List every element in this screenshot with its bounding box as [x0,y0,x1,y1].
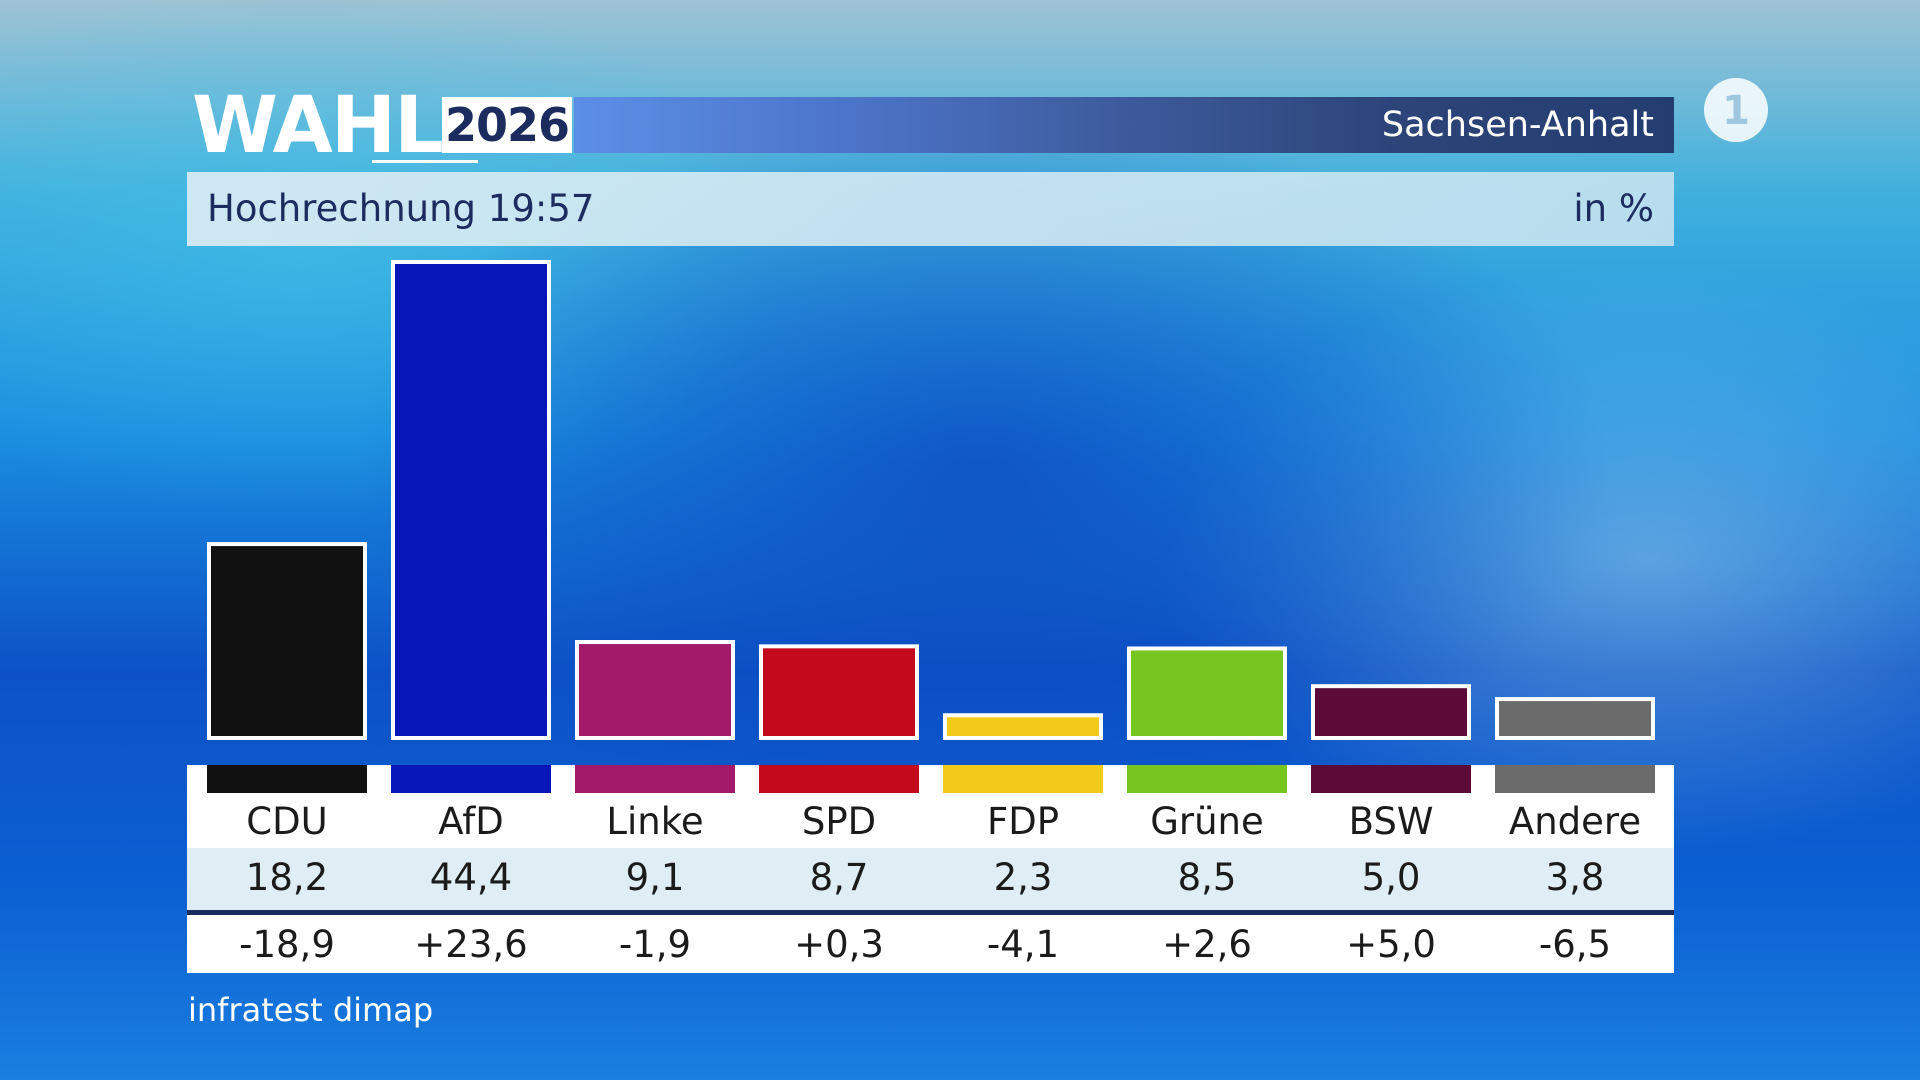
source-label: infratest dimap [188,991,434,1029]
wahl-underline [372,160,478,163]
subtitle-bar: Hochrechnung 19:57 in % [187,172,1674,246]
value-label-gruene: 8,5 [1177,856,1237,899]
party-label-spd: SPD [801,800,877,843]
change-label-linke: -1,9 [618,923,692,966]
value-label-fdp: 2,3 [993,856,1053,899]
value-label-spd: 8,7 [809,856,869,899]
party-names-row: CDU AfD Linke SPD FDP Grüne BSW Andere [187,765,1674,848]
color-strip-gruene [1127,765,1287,793]
ard-logo-glyph: 1 [1722,88,1750,134]
color-strip-afd [391,765,551,793]
region-label: Sachsen-Anhalt [1381,105,1654,145]
party-label-bsw: BSW [1348,800,1434,843]
bar-gruene [1127,646,1287,740]
change-label-bsw: +5,0 [1346,923,1436,966]
bar-cdu [207,542,367,740]
party-label-andere: Andere [1508,800,1642,843]
party-label-cdu: CDU [246,800,328,843]
color-strip-linke [575,765,735,793]
color-strip-cdu [207,765,367,793]
change-label-andere: -6,5 [1538,923,1612,966]
bar-afd [391,260,551,740]
color-strip-spd [759,765,919,793]
change-values-row: -18,9 +23,6 -1,9 +0,3 -4,1 +2,6 +5,0 -6,5 [187,915,1674,973]
value-label-andere: 3,8 [1545,856,1605,899]
subtitle: Hochrechnung 19:57 [207,187,595,230]
bar-fdp [943,713,1103,740]
bar-andere [1495,697,1655,740]
party-label-gruene: Grüne [1150,800,1264,843]
bar-linke [575,640,735,741]
results-table: CDU AfD Linke SPD FDP Grüne BSW Andere 18,2 44,4… [187,765,1674,973]
change-label-cdu: -18,9 [239,923,335,966]
change-label-spd: +0,3 [794,923,884,966]
change-label-afd: +23,6 [414,923,528,966]
percent-values-row: 18,2 44,4 9,1 8,7 2,3 8,5 5,0 3,8 [187,848,1674,910]
value-label-linke: 9,1 [625,856,685,899]
value-label-afd: 44,4 [429,856,513,899]
change-label-gruene: +2,6 [1162,923,1252,966]
election-year: 2026 [442,97,572,153]
unit-label: in % [1573,187,1654,230]
change-label-fdp: -4,1 [986,923,1060,966]
color-strip-bsw [1311,765,1471,793]
party-label-linke: Linke [606,800,704,843]
value-label-bsw: 5,0 [1361,856,1421,899]
table-divider [187,910,1674,915]
bar-bsw [1311,684,1471,740]
color-strip-andere [1495,765,1655,793]
ard-das-erste-icon: 1 [1704,78,1768,142]
header-bar: Sachsen-Anhalt [574,97,1674,153]
party-label-afd: AfD [438,800,504,843]
bar-spd [759,644,919,740]
party-label-fdp: FDP [986,800,1060,843]
color-strip-fdp [943,765,1103,793]
wahl-wordmark: WAHL [192,81,444,171]
value-label-cdu: 18,2 [245,856,329,899]
